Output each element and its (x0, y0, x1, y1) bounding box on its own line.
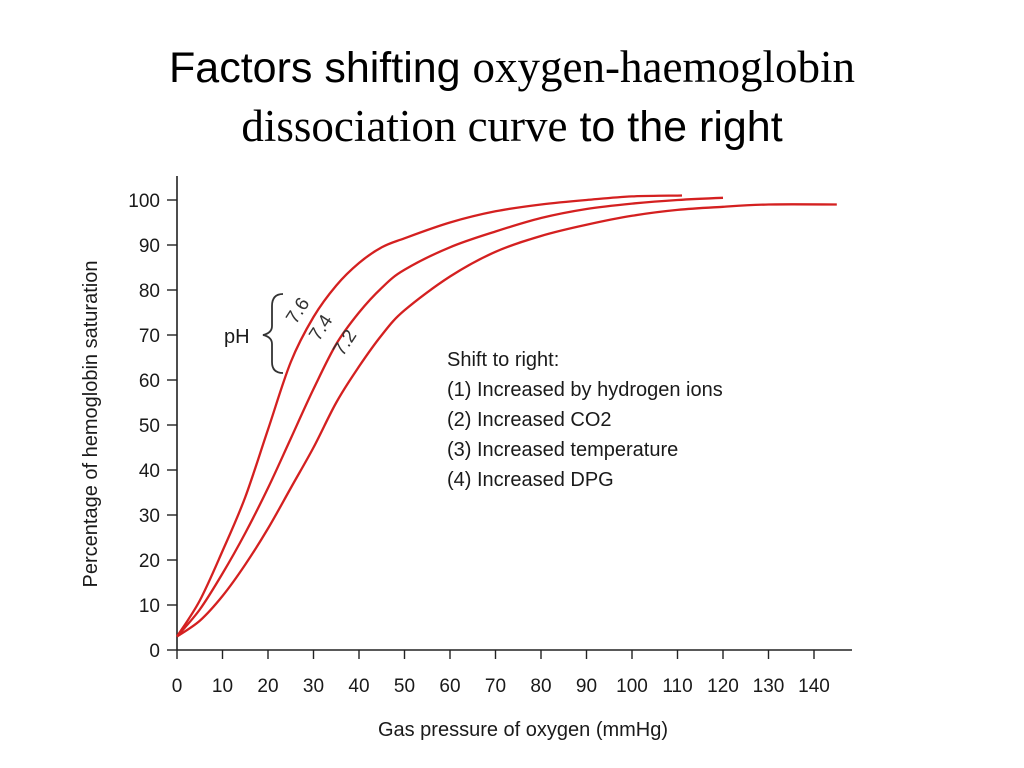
ph-label: pH (224, 326, 250, 348)
shift-line: (2) Increased CO2 (447, 409, 612, 431)
x-tick-label: 140 (798, 676, 830, 697)
curve-ph-7-4 (176, 196, 724, 638)
curve-label: 7.2 (329, 326, 361, 360)
y-tick-label: 100 (128, 191, 160, 212)
slide-title: Factors shifting oxygen-haemoglobin diss… (0, 38, 1024, 156)
curves (176, 194, 837, 638)
y-tick-label: 30 (139, 506, 160, 527)
x-tick-label: 100 (616, 676, 648, 697)
x-axis-ticks: 0 10 20 30 40 50 60 70 80 90 100 110 120 130 140 (172, 650, 830, 697)
y-axis-ticks: 0 10 20 30 40 50 60 70 80 90 100 (128, 191, 177, 662)
x-tick-label: 110 (662, 676, 692, 697)
y-tick-label: 20 (139, 551, 160, 572)
x-tick-label: 50 (394, 676, 415, 697)
title-line-1: Factors shifting oxygen-haemoglobin (0, 38, 1024, 97)
x-tick-label: 30 (303, 676, 324, 697)
y-tick-label: 60 (139, 371, 160, 392)
y-tick-label: 50 (139, 416, 160, 437)
x-tick-label: 70 (485, 676, 506, 697)
y-tick-label: 90 (139, 236, 160, 257)
x-tick-label: 120 (707, 676, 739, 697)
shift-line: (3) Increased temperature (447, 439, 678, 461)
y-tick-label: 80 (139, 281, 160, 302)
x-tick-label: 80 (530, 676, 551, 697)
x-tick-label: 0 (172, 676, 183, 697)
title-part-4: to the right (567, 103, 783, 151)
shift-annotation: Shift to right: (1) Increased by hydrogen… (447, 349, 723, 491)
title-part-3: dissociation curve (241, 101, 568, 151)
x-tick-label: 10 (212, 676, 233, 697)
curve-ph-7-6 (176, 194, 683, 638)
x-tick-label: 130 (753, 676, 785, 697)
x-tick-label: 20 (257, 676, 278, 697)
y-tick-label: 0 (149, 641, 160, 662)
chart-axes (176, 176, 852, 651)
title-line-2: dissociation curve to the right (0, 97, 1024, 156)
y-axis-title: Percentage of hemoglobin saturation (80, 261, 102, 588)
shift-line: (1) Increased by hydrogen ions (447, 379, 723, 401)
y-tick-label: 10 (139, 596, 160, 617)
title-part-2: oxygen-haemoglobin (472, 42, 855, 92)
ph-brace (262, 293, 284, 374)
x-axis-title: Gas pressure of oxygen (mmHg) (378, 719, 668, 741)
y-tick-label: 40 (139, 461, 160, 482)
y-tick-label: 70 (139, 326, 160, 347)
title-part-1: Factors shifting (169, 44, 473, 92)
curve-label: 7.4 (305, 311, 337, 345)
shift-line: Shift to right: (447, 349, 559, 371)
x-tick-label: 60 (439, 676, 460, 697)
shift-line: (4) Increased DPG (447, 469, 614, 491)
x-tick-label: 40 (348, 676, 369, 697)
x-tick-label: 90 (576, 676, 597, 697)
curve-ph-7-2 (176, 203, 837, 638)
